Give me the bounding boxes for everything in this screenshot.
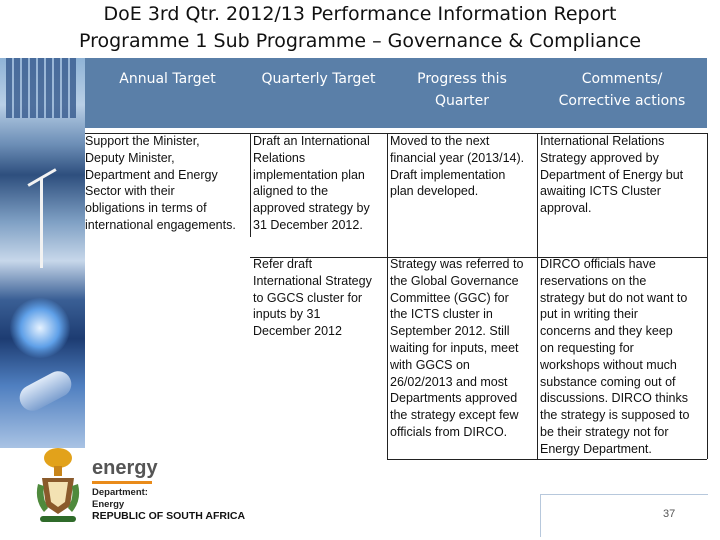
row1-quarterly-target: Draft an International Relations impleme… bbox=[253, 134, 370, 232]
table-rule bbox=[250, 257, 707, 258]
header-annual-target: Annual Target bbox=[85, 58, 250, 128]
country-name: REPUBLIC OF SOUTH AFRICA bbox=[92, 510, 246, 522]
slide-title: DoE 3rd Qtr. 2012/13 Performance Informa… bbox=[0, 0, 720, 55]
header-progress-text: Progress this Quarter bbox=[417, 71, 507, 109]
page-number: 37 bbox=[663, 508, 676, 520]
table-rule bbox=[387, 133, 388, 459]
row2-quarterly-target: Refer draft International Strategy to GG… bbox=[253, 257, 372, 339]
light-bulb-image bbox=[10, 298, 70, 358]
header-comments-text: Comments/ Corrective actions bbox=[558, 71, 686, 109]
department-label: Department: bbox=[92, 487, 148, 498]
row1-progress: Moved to the next financial year (2013/1… bbox=[390, 134, 525, 199]
row2-progress: Strategy was referred to the Global Gove… bbox=[390, 257, 524, 439]
table-rule bbox=[250, 133, 251, 237]
department-name: Energy bbox=[92, 499, 125, 510]
header-quarterly-target: Quarterly Target bbox=[250, 58, 387, 128]
row1-comments: International Relations Strategy approve… bbox=[540, 134, 684, 216]
title-line-2: Programme 1 Sub Programme – Governance &… bbox=[78, 30, 642, 52]
title-line-1: DoE 3rd Qtr. 2012/13 Performance Informa… bbox=[103, 3, 617, 25]
header-progress: Progress this Quarter bbox=[387, 58, 537, 128]
table-rule bbox=[85, 133, 707, 134]
fluorescent-tube-image bbox=[15, 366, 76, 416]
table-rule bbox=[387, 459, 707, 460]
page-number-box bbox=[540, 494, 708, 537]
energy-logo-text: energy bbox=[92, 457, 158, 479]
energy-logo-bar bbox=[92, 481, 152, 484]
row1-annual-target: Support the Minister, Deputy Minister, D… bbox=[85, 134, 236, 232]
table-rule bbox=[707, 133, 708, 459]
solar-panel-image bbox=[6, 58, 76, 118]
header-comments: Comments/ Corrective actions bbox=[537, 58, 707, 128]
energy-photo-strip bbox=[0, 58, 85, 448]
wind-turbine-image bbox=[40, 178, 43, 268]
row2-comments: DIRCO officials have reservations on the… bbox=[540, 257, 690, 456]
coat-of-arms-icon bbox=[36, 448, 80, 522]
energy-logo-word: energy bbox=[92, 457, 158, 480]
table-rule bbox=[537, 133, 538, 459]
